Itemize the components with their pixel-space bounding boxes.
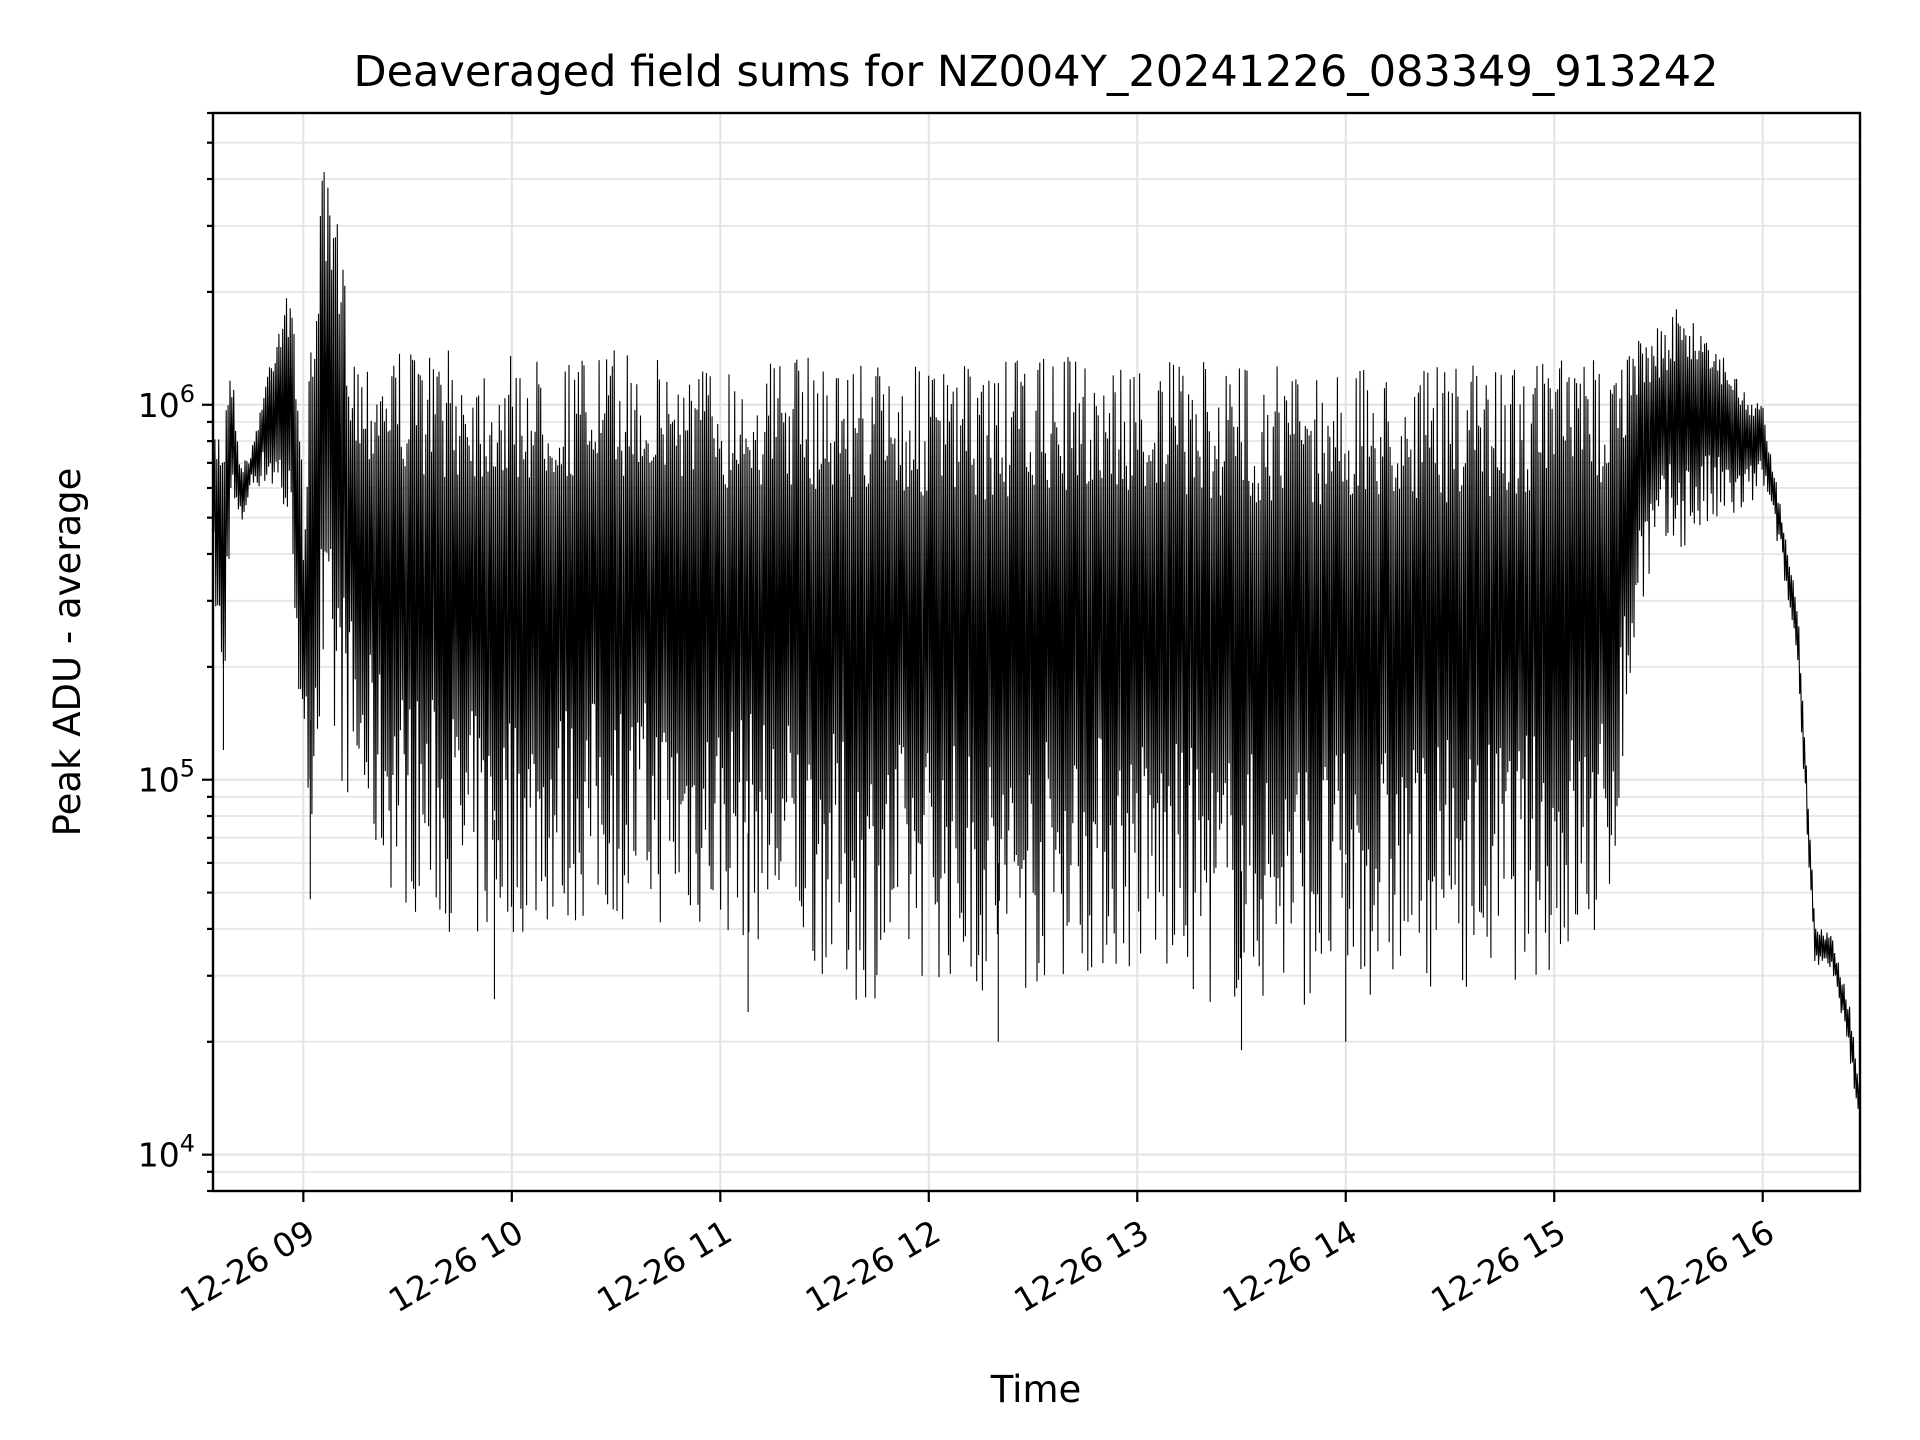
y-tick-label: 106 <box>138 380 195 425</box>
series-line <box>212 172 1861 1131</box>
y-tick-label: 105 <box>138 755 195 800</box>
plot-area <box>212 172 1861 1131</box>
y-axis-label: Peak ADU - average <box>46 468 89 837</box>
x-axis-label: Time <box>990 1368 1082 1411</box>
chart-title: Deaveraged field sums for NZ004Y_2024122… <box>353 47 1718 97</box>
y-tick-label: 104 <box>138 1130 195 1175</box>
y-axis: 104 105 106 <box>138 111 213 1193</box>
axes-frame <box>211 111 1862 1193</box>
